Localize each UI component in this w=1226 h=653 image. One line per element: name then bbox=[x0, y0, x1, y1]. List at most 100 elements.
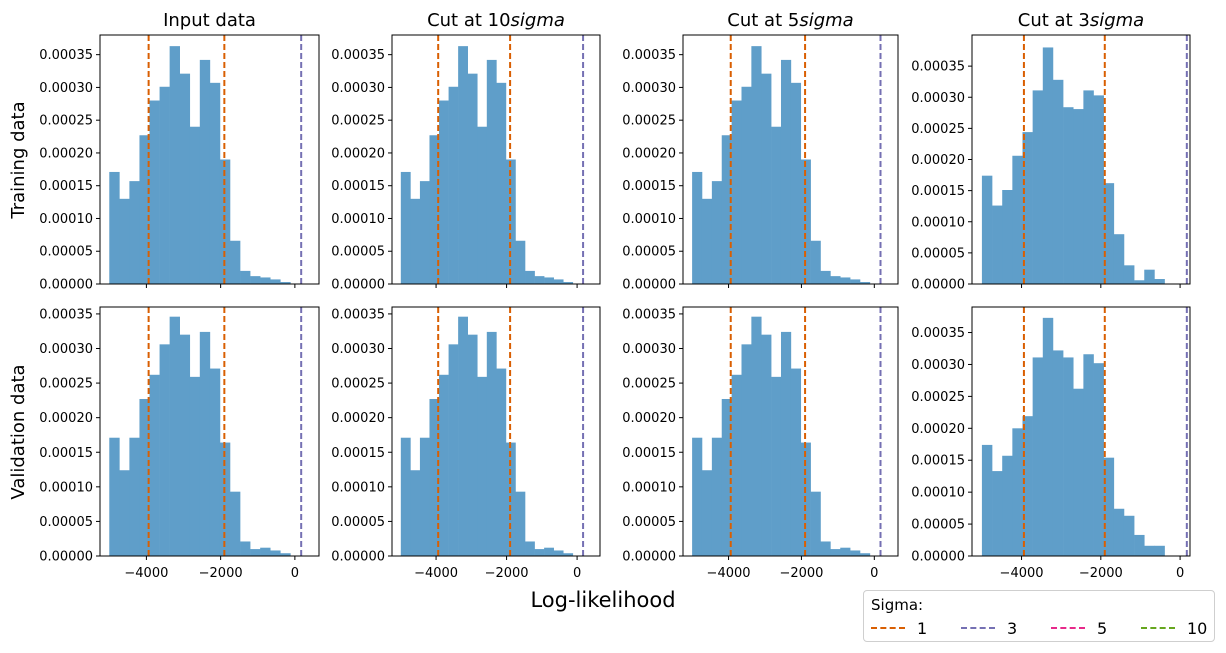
subplot-title-italic: sigma bbox=[799, 10, 853, 31]
histogram-bar bbox=[751, 316, 762, 556]
x-tick-label: −2000 bbox=[779, 566, 823, 581]
subplot-title: Cut at 10sigma bbox=[427, 10, 565, 31]
histogram-bar bbox=[761, 334, 772, 556]
histogram-bar bbox=[199, 331, 211, 556]
legend-line-sigma-1 bbox=[871, 627, 905, 629]
histogram-bar bbox=[771, 126, 782, 284]
legend-label-sigma-10: 10 bbox=[1187, 618, 1208, 638]
histogram-bar bbox=[209, 368, 221, 556]
y-tick-label: 0.00035 bbox=[331, 307, 385, 322]
histogram-bar bbox=[1002, 190, 1013, 284]
histogram-bar bbox=[1002, 455, 1013, 556]
histogram-bar bbox=[701, 198, 713, 284]
histogram-bar bbox=[751, 46, 762, 285]
histogram-bar bbox=[486, 59, 497, 285]
histogram-bar bbox=[410, 470, 421, 556]
histogram-bar bbox=[467, 334, 478, 556]
y-tick-label: 0.00010 bbox=[331, 480, 385, 495]
histogram-bar bbox=[270, 279, 281, 284]
histogram-bar bbox=[280, 282, 291, 284]
histogram-bar bbox=[1093, 95, 1104, 284]
legend-item-sigma-5: 5 bbox=[1051, 619, 1107, 638]
histogram-bar bbox=[159, 344, 170, 556]
histogram-bar bbox=[1123, 265, 1135, 284]
histogram-bar bbox=[1113, 234, 1125, 284]
y-tick-label: 0.00010 bbox=[622, 480, 676, 495]
histogram-bar bbox=[169, 46, 180, 285]
histogram-bar bbox=[119, 470, 130, 556]
histogram-bar bbox=[505, 159, 516, 284]
histogram-bar bbox=[741, 86, 752, 284]
histogram-bar bbox=[992, 205, 1003, 284]
subplots-grid: 0.00000 0.00005 0.00010 0.00015 0.00020 0.000… bbox=[39, 10, 1191, 581]
y-tick-label: 0.00030 bbox=[911, 358, 965, 373]
x-tick-label: −4000 bbox=[124, 566, 168, 581]
histogram-bar bbox=[534, 276, 545, 284]
y-tick-label: 0.00015 bbox=[622, 179, 676, 194]
histogram-bar bbox=[780, 331, 792, 556]
histogram-bar bbox=[240, 541, 251, 556]
histogram-bar bbox=[250, 276, 261, 284]
x-tick-label: 0 bbox=[1176, 566, 1184, 581]
histogram-bar bbox=[692, 171, 703, 284]
histogram-bar bbox=[731, 100, 742, 285]
histogram-bar bbox=[721, 398, 732, 556]
y-tick-label: 0.00020 bbox=[622, 146, 676, 161]
histogram-bar bbox=[981, 444, 993, 556]
legend-label-sigma-1: 1 bbox=[917, 618, 928, 638]
y-tick-label: 0.00030 bbox=[331, 342, 385, 357]
axes-frame bbox=[682, 34, 899, 285]
histogram-bar bbox=[159, 86, 170, 284]
x-tick-label: 0 bbox=[573, 566, 581, 581]
y-tick-label: 0.00000 bbox=[331, 278, 385, 293]
histogram-bar bbox=[544, 277, 554, 284]
subplot-0: 0.00000 0.00005 0.00010 0.00015 0.00020 0.000… bbox=[39, 10, 320, 293]
histogram-bar bbox=[820, 541, 831, 556]
histogram-bar bbox=[850, 550, 861, 556]
histogram-bar bbox=[1144, 269, 1155, 284]
histogram-bar bbox=[1032, 90, 1044, 284]
x-tick-label: 0 bbox=[870, 566, 878, 581]
histogram-bar bbox=[429, 135, 440, 284]
x-tick-label: 0 bbox=[291, 566, 299, 581]
legend-label-sigma-3: 3 bbox=[1007, 618, 1018, 638]
subplot-title-prefix: Cut at 5 bbox=[727, 10, 799, 31]
histogram-bar bbox=[1042, 317, 1054, 556]
histogram-bar bbox=[810, 491, 821, 556]
histogram-bar bbox=[525, 270, 535, 284]
subplot-title-prefix: Cut at 10 bbox=[427, 10, 510, 31]
histogram-bar bbox=[830, 549, 841, 556]
y-tick-label: 0.00000 bbox=[622, 278, 676, 293]
y-tick-label: 0.00000 bbox=[39, 550, 93, 565]
histogram-bar bbox=[553, 279, 564, 284]
y-tick-label: 0.00005 bbox=[331, 515, 385, 530]
y-tick-label: 0.00020 bbox=[911, 153, 965, 168]
subplot-title-italic: sigma bbox=[511, 10, 565, 31]
y-tick-label: 0.00035 bbox=[911, 326, 965, 341]
y-tick-label: 0.00030 bbox=[622, 342, 676, 357]
row-label-training: Training data bbox=[8, 101, 29, 219]
y-tick-label: 0.00000 bbox=[331, 550, 385, 565]
histogram-bar bbox=[692, 437, 703, 556]
x-axis-label: Log-likelihood bbox=[530, 588, 675, 612]
histogram-bar bbox=[270, 550, 281, 556]
y-tick-label: 0.00010 bbox=[39, 480, 93, 495]
legend-item-sigma-10: 10 bbox=[1141, 618, 1208, 638]
histogram-bar bbox=[1052, 350, 1064, 556]
histogram-bar bbox=[830, 276, 841, 284]
histogram-bar bbox=[477, 126, 488, 284]
histogram-bar bbox=[1134, 280, 1145, 284]
y-tick-label: 0.00030 bbox=[39, 342, 93, 357]
histogram-bar bbox=[1052, 79, 1064, 284]
histogram-bar bbox=[260, 547, 271, 556]
x-tick-label: −2000 bbox=[485, 566, 529, 581]
histogram-bar bbox=[129, 437, 140, 556]
y-tick-label: 0.00015 bbox=[911, 184, 965, 199]
histogram-bar bbox=[1012, 428, 1023, 556]
y-tick-label: 0.00005 bbox=[911, 518, 965, 533]
histogram-bar bbox=[1022, 416, 1033, 556]
histogram-bar bbox=[496, 82, 507, 284]
y-tick-label: 0.00025 bbox=[39, 377, 93, 392]
histogram-bar bbox=[771, 376, 782, 556]
histogram-bar bbox=[477, 376, 488, 556]
